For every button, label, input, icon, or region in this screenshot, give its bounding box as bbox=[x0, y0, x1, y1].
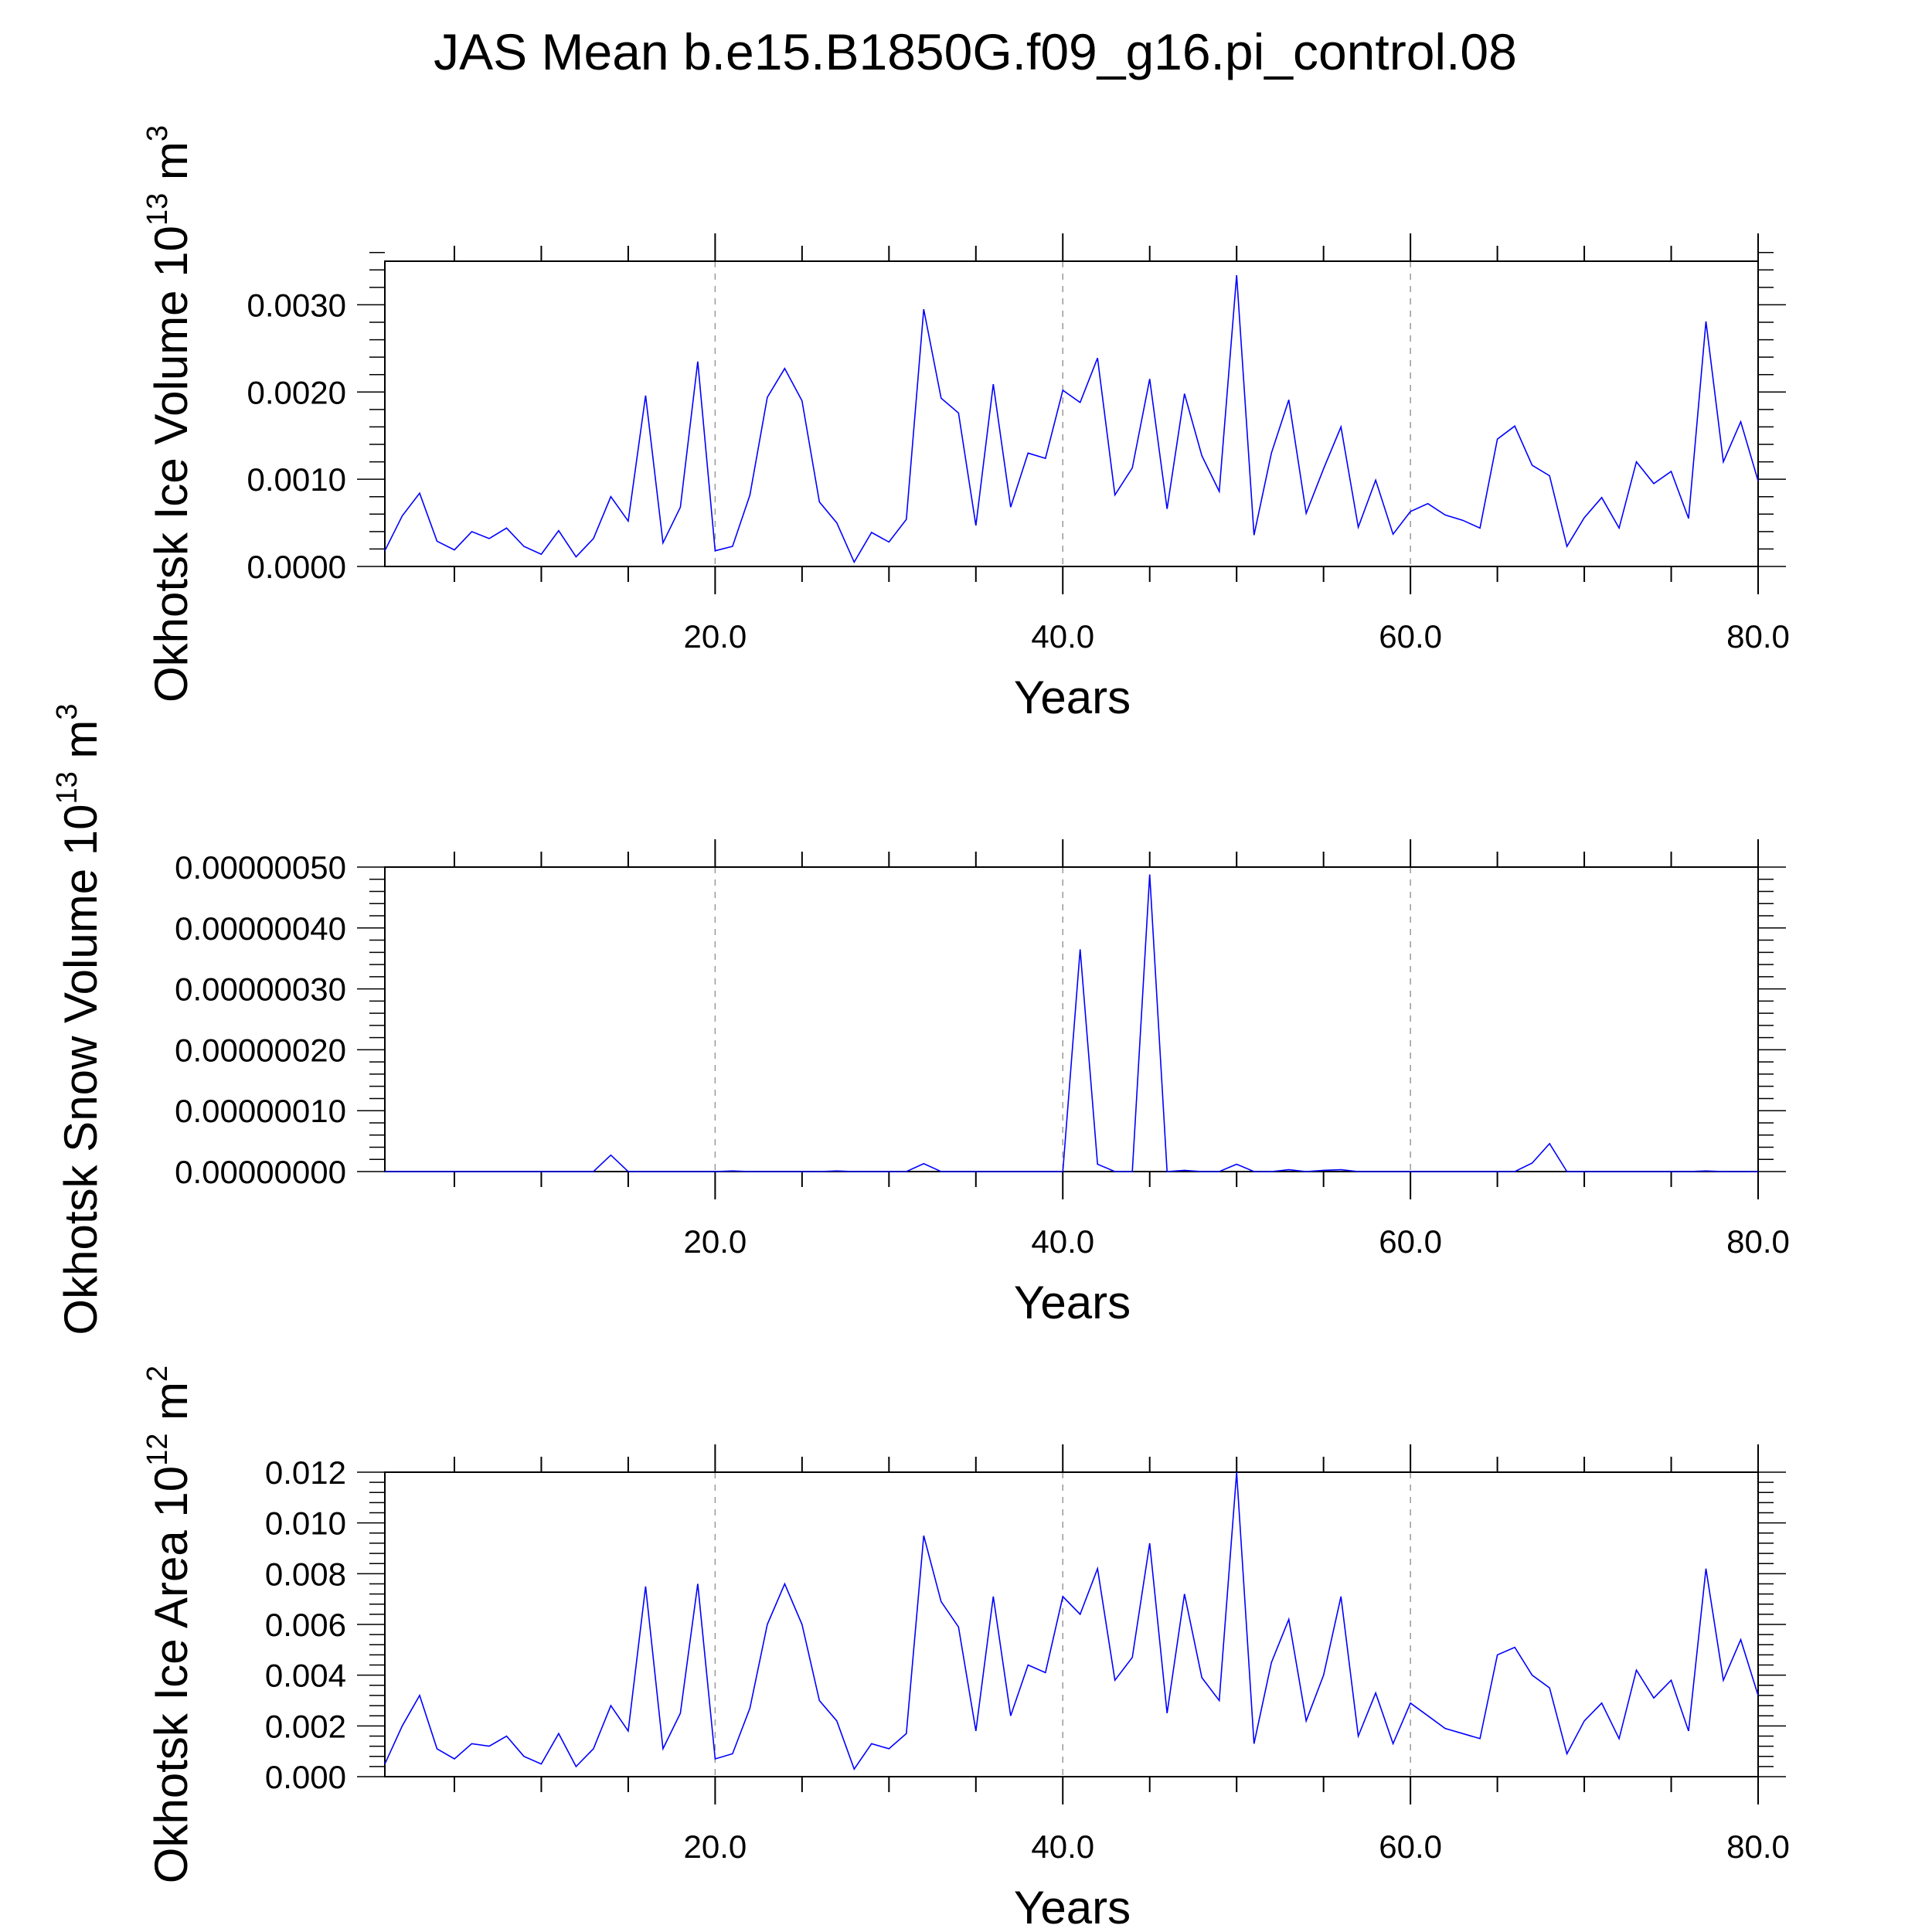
x-tick-label: 80.0 bbox=[1726, 618, 1790, 655]
x-axis-label: Years bbox=[1014, 672, 1131, 723]
y-tick-label: 0.004 bbox=[265, 1658, 346, 1694]
x-axis-label: Years bbox=[1014, 1882, 1131, 1932]
x-tick-label: 80.0 bbox=[1726, 1223, 1790, 1260]
x-tick-label: 40.0 bbox=[1031, 1223, 1094, 1260]
plot-frame bbox=[384, 866, 1759, 1172]
x-tick-label: 20.0 bbox=[684, 1828, 747, 1865]
panel-2: 0.00000000 0.00000010 0.00000020 0.00000030… bbox=[51, 703, 1790, 1335]
x-tick-label: 60.0 bbox=[1379, 618, 1442, 655]
x-tick-label: 80.0 bbox=[1726, 1828, 1790, 1865]
y-tick-label: 0.00000010 bbox=[175, 1093, 346, 1129]
y-tick-label: 0.008 bbox=[265, 1556, 346, 1592]
panel-1: 0.0000 0.0010 0.0020 0.0030 20.0 40.0 60.0 80.0… bbox=[141, 125, 1790, 723]
plot-frame bbox=[384, 260, 1759, 567]
y-tick-label: 0.0030 bbox=[247, 287, 346, 323]
y-tick-label: 0.0000 bbox=[247, 549, 346, 585]
y-axis-label: Okhotsk Ice Area 1012 m2 bbox=[141, 1366, 197, 1883]
y-tick-label: 0.000 bbox=[265, 1759, 346, 1795]
y-tick-label: 0.00000030 bbox=[175, 971, 346, 1008]
y-axis-label: Okhotsk Ice Volume 1013 m3 bbox=[141, 125, 197, 702]
y-tick-label: 0.006 bbox=[265, 1607, 346, 1643]
y-tick-label: 0.002 bbox=[265, 1708, 346, 1744]
x-tick-label: 40.0 bbox=[1031, 1828, 1094, 1865]
x-axis-label: Years bbox=[1014, 1277, 1131, 1328]
x-tick-label: 20.0 bbox=[684, 618, 747, 655]
figure-title: JAS Mean b.e15.B1850G.f09_g16.pi_control… bbox=[434, 23, 1517, 80]
series-line bbox=[384, 275, 1759, 564]
series-line bbox=[384, 1471, 1759, 1770]
y-tick-label: 0.00000020 bbox=[175, 1032, 346, 1068]
y-tick-label: 0.0020 bbox=[247, 374, 346, 410]
panel-3: 0.000 0.002 0.004 0.006 0.008 0.010 0.012 20.0 4… bbox=[141, 1366, 1790, 1932]
series-line bbox=[385, 874, 1758, 1172]
y-tick-label: 0.00000040 bbox=[175, 910, 346, 947]
y-tick-label: 0.00000000 bbox=[175, 1154, 346, 1190]
y-tick-label: 0.010 bbox=[265, 1505, 346, 1542]
y-tick-label: 0.0010 bbox=[247, 461, 346, 498]
x-tick-label: 20.0 bbox=[684, 1223, 747, 1260]
y-tick-label: 0.012 bbox=[265, 1454, 346, 1491]
x-tick-label: 60.0 bbox=[1379, 1828, 1442, 1865]
x-tick-label: 60.0 bbox=[1379, 1223, 1442, 1260]
y-tick-label: 0.00000050 bbox=[175, 849, 346, 886]
y-axis-label: Okhotsk Snow Volume 1013 m3 bbox=[51, 703, 107, 1335]
x-tick-label: 40.0 bbox=[1031, 618, 1094, 655]
plot-frame bbox=[384, 1471, 1759, 1777]
